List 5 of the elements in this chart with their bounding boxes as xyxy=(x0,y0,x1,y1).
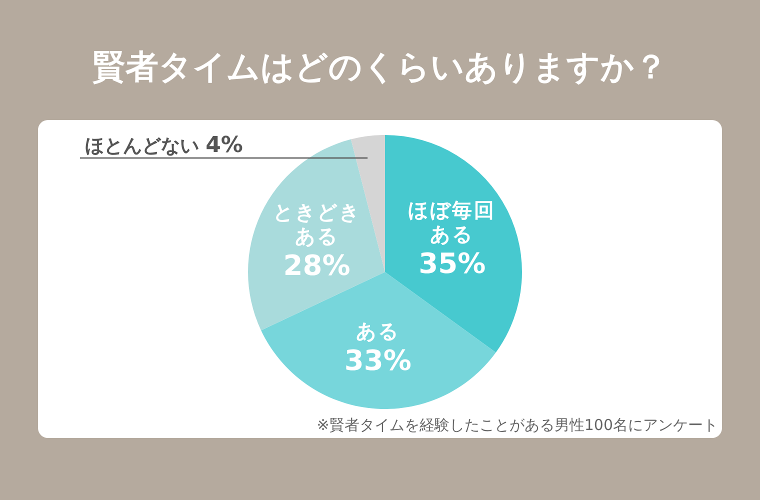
data-label: 28% xyxy=(283,248,350,282)
title: 賢者タイムはどのくらいありますか？ xyxy=(92,47,668,86)
annotation: ※賢者タイムを経験したことがある男性100名にアンケート xyxy=(316,416,718,434)
data-label: 35% xyxy=(418,246,486,280)
data-label: 33% xyxy=(344,344,412,378)
